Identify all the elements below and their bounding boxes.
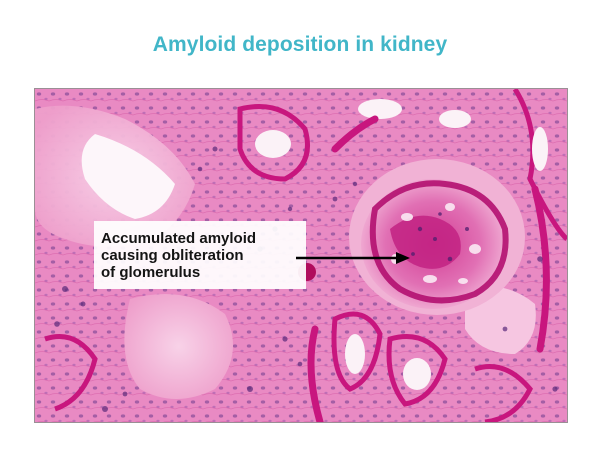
basement-membranes: [307, 115, 550, 422]
pale-hyaline-region: [124, 294, 233, 399]
annotation-arrow: [296, 252, 410, 264]
micrograph-illustration: [35, 89, 567, 422]
annotation-label-background: [94, 221, 306, 289]
glomerulus: [349, 159, 525, 315]
tubule-outlines: [44, 89, 567, 422]
arrow-head-icon: [396, 252, 410, 264]
annotation-label: Accumulated amyloid causing obliteration…: [101, 230, 257, 281]
vessel-lumen: [81, 134, 175, 219]
tubule-lumens: [255, 99, 548, 390]
slide-title: Amyloid deposition in kidney: [152, 33, 448, 56]
kidney-micrograph: [34, 88, 568, 423]
